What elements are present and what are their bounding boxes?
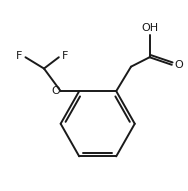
Text: F: F bbox=[16, 51, 23, 61]
Text: OH: OH bbox=[141, 23, 158, 33]
Text: O: O bbox=[174, 60, 183, 70]
Text: O: O bbox=[51, 86, 60, 96]
Text: F: F bbox=[62, 51, 68, 61]
